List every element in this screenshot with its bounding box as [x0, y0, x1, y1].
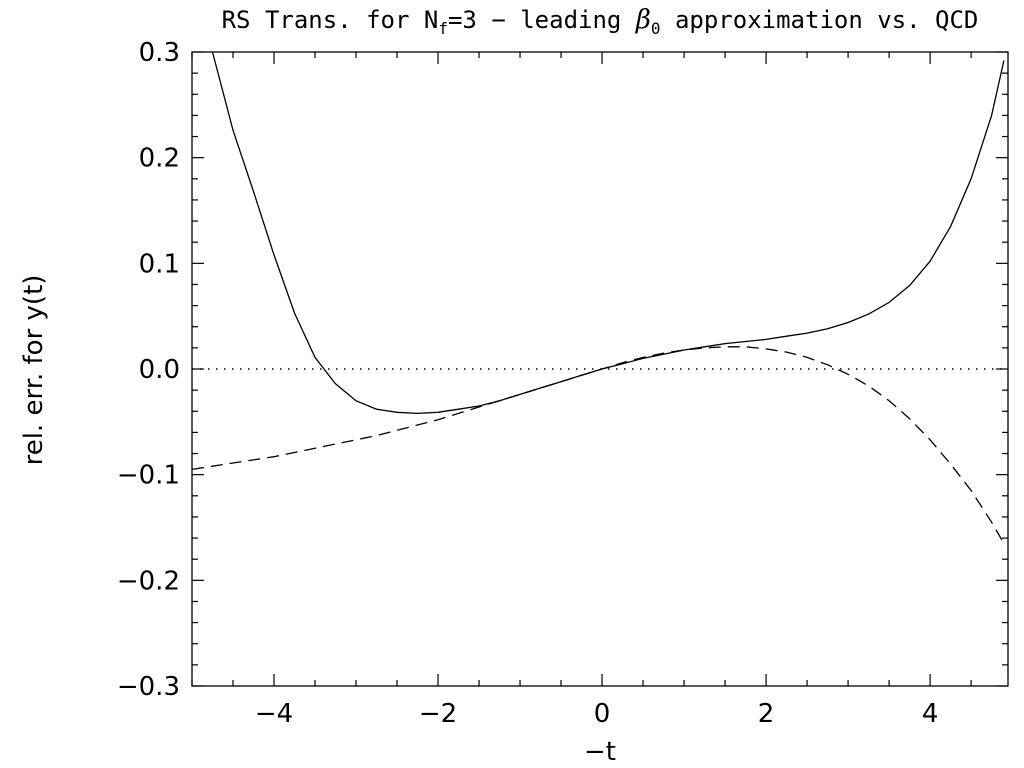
dashed-series-line: [191, 346, 1005, 544]
x-tick-label: −4: [255, 699, 293, 729]
x-tick-label: 2: [758, 699, 775, 729]
y-tick-label: 0.1: [139, 249, 180, 279]
y-tick-label: −0.3: [117, 672, 180, 702]
y-tick-label: 0.2: [139, 144, 180, 174]
y-tick-label: −0.1: [117, 461, 180, 491]
x-tick-label: 4: [922, 699, 939, 729]
x-axis-label: −t: [584, 737, 616, 767]
solid-series-line: [211, 51, 1005, 415]
plot-area: [191, 51, 1008, 544]
x-tick-label: −2: [419, 699, 457, 729]
y-axis-label: rel. err. for y(t): [19, 275, 49, 466]
axes: −4 −2 0 2 4 0.3 0.2 0.1 0.0 −0.1 −0.2 −0.3: [117, 38, 1009, 729]
x-tick-label: 0: [594, 699, 611, 729]
chart-title: RS Trans. for Nf=3 − leading β0 approxim…: [222, 5, 979, 38]
y-tick-label: −0.2: [117, 566, 180, 596]
y-tick-label: 0.3: [139, 38, 180, 68]
y-tick-label: 0.0: [139, 355, 180, 385]
